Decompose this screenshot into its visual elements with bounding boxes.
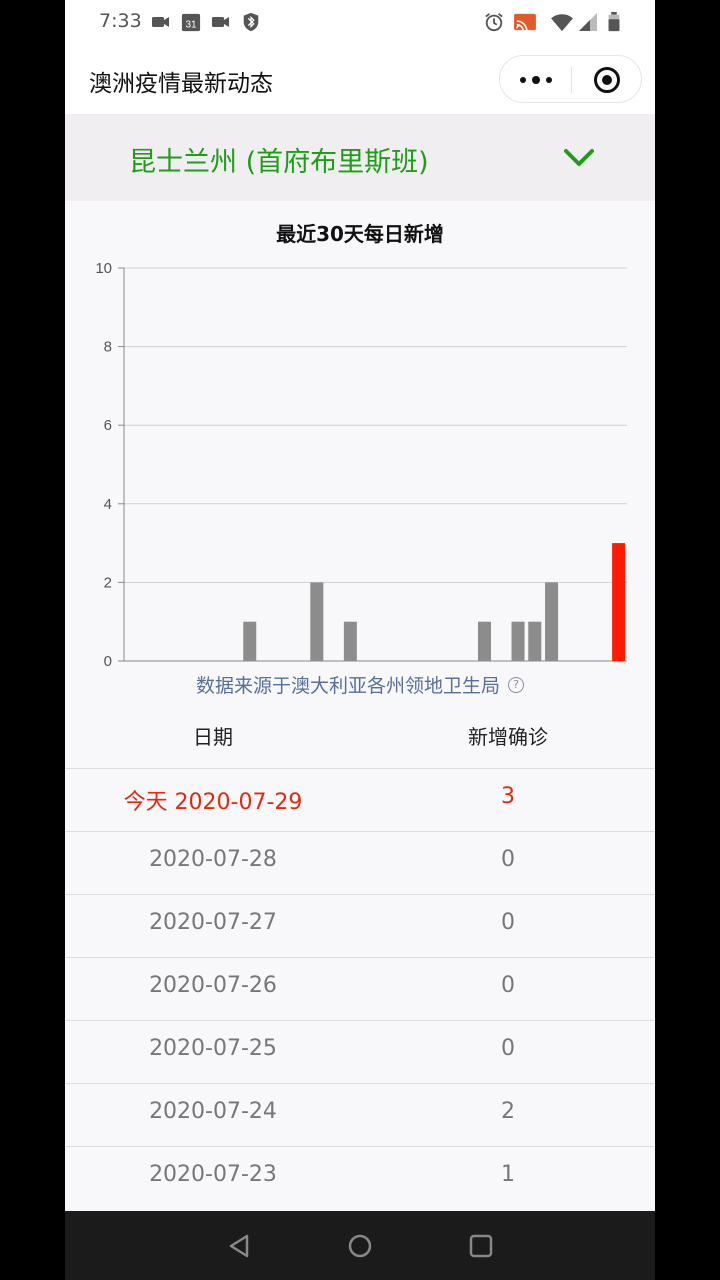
home-icon[interactable] [345, 1231, 375, 1261]
row-date: 2020-07-27 [113, 910, 313, 935]
bar-today [612, 543, 625, 661]
y-tick-label: 2 [104, 574, 112, 591]
table-row: 2020-07-26 0 [65, 957, 655, 1020]
calendar-day: 31 [185, 19, 197, 30]
bar-chart: 0 2 4 6 8 10 [65, 250, 655, 680]
case-table: 今天 2020-07-29 3 2020-07-28 0 2020-07-27 … [65, 768, 655, 1209]
bar [243, 622, 256, 661]
row-date: 今天 2020-07-29 [113, 784, 313, 816]
table-row: 2020-07-24 2 [65, 1083, 655, 1146]
bar [528, 622, 541, 661]
page-title: 澳洲疫情最新动态 [89, 64, 273, 98]
data-source: 数据来源于澳大利亚各州领地卫生局? [65, 671, 655, 698]
row-count: 0 [408, 847, 608, 872]
row-date: 2020-07-23 [113, 1162, 313, 1187]
android-nav-bar [65, 1211, 655, 1280]
capsule-divider [571, 67, 572, 93]
row-date: 2020-07-25 [113, 1036, 313, 1061]
table-header: 日期 新增确诊 [65, 705, 655, 768]
table-row: 2020-07-25 0 [65, 1020, 655, 1083]
region-label: 昆士兰州 (首府布里斯班) [129, 140, 429, 179]
capsule-menu [499, 55, 642, 103]
column-header-date: 日期 [113, 721, 313, 750]
phone-screen: 7:33 31 [65, 0, 655, 1280]
table-row: 2020-07-23 1 [65, 1146, 655, 1209]
back-icon[interactable] [225, 1231, 255, 1261]
y-tick-label: 10 [95, 260, 112, 277]
row-count: 0 [408, 973, 608, 998]
bar [545, 582, 558, 661]
calendar-icon: 31 [180, 12, 202, 32]
cast-icon [511, 12, 539, 32]
y-tick-label: 8 [104, 339, 112, 356]
y-tick-label: 6 [104, 417, 112, 434]
table-row: 2020-07-28 0 [65, 831, 655, 894]
row-date: 2020-07-26 [113, 973, 313, 998]
bar [512, 622, 525, 661]
row-count: 2 [408, 1099, 608, 1124]
battery-icon [607, 12, 621, 32]
status-bar: 7:33 31 [65, 0, 655, 44]
video-icon [151, 12, 171, 32]
video-icon [211, 12, 231, 32]
bluetooth-shield-icon [242, 12, 260, 32]
region-selector[interactable]: 昆士兰州 (首府布里斯班) [65, 114, 655, 201]
chevron-down-icon [563, 144, 595, 170]
question-circle-icon[interactable]: ? [508, 677, 524, 693]
row-date: 2020-07-28 [113, 847, 313, 872]
row-count: 1 [408, 1162, 608, 1187]
wifi-icon [549, 12, 575, 32]
table-row: 2020-07-27 0 [65, 894, 655, 957]
table-row-today: 今天 2020-07-29 3 [65, 768, 655, 831]
nav-bar: 澳洲疫情最新动态 [65, 44, 655, 114]
bar [478, 622, 491, 661]
bar [310, 582, 323, 661]
data-source-text: 数据来源于澳大利亚各州领地卫生局 [196, 675, 500, 697]
chart-title: 最近30天每日新增 [65, 218, 655, 247]
row-date: 2020-07-24 [113, 1099, 313, 1124]
target-close-icon[interactable] [593, 66, 621, 94]
row-count: 0 [408, 1036, 608, 1061]
row-count: 3 [408, 784, 608, 809]
column-header-new-cases: 新增确诊 [408, 721, 608, 750]
y-tick-label: 0 [104, 653, 112, 670]
status-time: 7:33 [99, 10, 142, 32]
signal-icon [578, 12, 598, 32]
bar [344, 622, 357, 661]
row-count: 0 [408, 910, 608, 935]
y-tick-label: 4 [104, 496, 112, 513]
alarm-icon [483, 12, 505, 32]
recents-icon[interactable] [466, 1231, 496, 1261]
more-dots-icon[interactable] [514, 68, 558, 92]
